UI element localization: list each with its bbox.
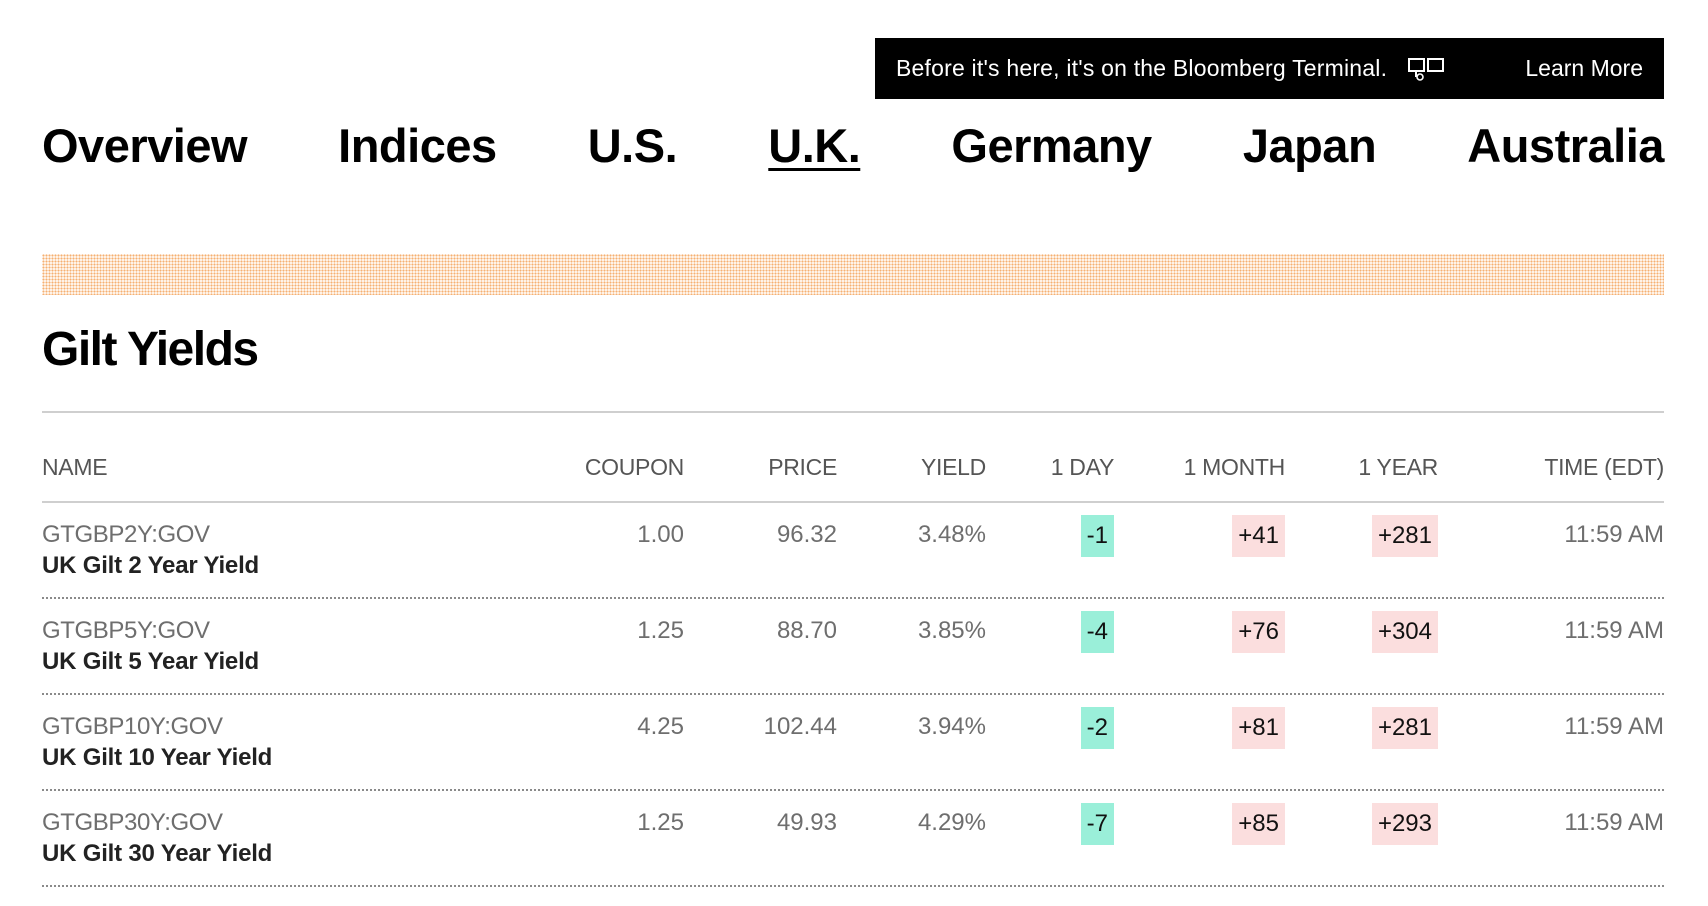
row-change-1-year: +281	[1371, 707, 1438, 749]
column-header-coupon: COUPON	[584, 454, 684, 480]
nav-item-japan[interactable]: Japan	[1242, 118, 1377, 172]
row-ticker[interactable]: GTGBP10Y:GOV	[42, 713, 223, 740]
nav-item-indices[interactable]: Indices	[338, 118, 497, 172]
column-header-1-month: 1 MONTH	[1183, 454, 1286, 480]
row-change-1-month: +85	[1232, 803, 1285, 845]
row-ticker[interactable]: GTGBP30Y:GOV	[42, 809, 223, 836]
row-price: 88.70	[776, 617, 837, 644]
row-change-1-month: +41	[1232, 515, 1285, 557]
nav-item-germany[interactable]: Germany	[951, 118, 1152, 172]
region-nav: Overview Indices U.S. U.K. Germany Japan…	[42, 113, 1664, 177]
learn-more-link[interactable]: Learn More	[1525, 55, 1643, 81]
table-header: NAME COUPON PRICE YIELD 1 DAY 1 MONTH 1 …	[42, 440, 1664, 503]
nav-item-uk[interactable]: U.K.	[768, 118, 861, 172]
column-header-price: PRICE	[768, 454, 837, 480]
row-security-name[interactable]: UK Gilt 5 Year Yield	[42, 648, 259, 675]
row-change-1-year: +304	[1371, 611, 1438, 653]
row-ticker[interactable]: GTGBP5Y:GOV	[42, 617, 210, 644]
banner-text: Before it's here, it's on the Bloomberg …	[896, 55, 1388, 81]
row-security-name[interactable]: UK Gilt 2 Year Yield	[42, 552, 259, 579]
row-coupon: 1.25	[637, 809, 684, 836]
row-change-1-day: -4	[1080, 611, 1114, 653]
gilt-yields-table: NAME COUPON PRICE YIELD 1 DAY 1 MONTH 1 …	[42, 440, 1664, 887]
row-yield: 3.94%	[917, 713, 986, 740]
row-time: 11:59 AM	[1564, 617, 1664, 644]
nav-item-us[interactable]: U.S.	[587, 118, 678, 172]
column-header-time: TIME (EDT)	[1544, 454, 1664, 480]
terminal-banner[interactable]: Before it's here, it's on the Bloomberg …	[875, 38, 1664, 99]
row-coupon: 1.25	[637, 617, 684, 644]
row-price: 96.32	[776, 521, 837, 548]
table-row[interactable]: GTGBP10Y:GOV UK Gilt 10 Year Yield 4.25 …	[42, 695, 1664, 791]
section-title: Gilt Yields	[42, 323, 259, 376]
row-change-1-month: +76	[1232, 611, 1285, 653]
nav-item-australia[interactable]: Australia	[1467, 118, 1664, 172]
row-change-1-day: -1	[1080, 515, 1114, 557]
column-header-yield: YIELD	[921, 454, 986, 480]
table-row[interactable]: GTGBP2Y:GOV UK Gilt 2 Year Yield 1.00 96…	[42, 503, 1664, 599]
row-yield: 3.85%	[917, 617, 986, 644]
row-change-1-year: +281	[1371, 515, 1438, 557]
table-row[interactable]: GTGBP30Y:GOV UK Gilt 30 Year Yield 1.25 …	[42, 791, 1664, 887]
nav-item-overview[interactable]: Overview	[42, 118, 248, 172]
row-change-1-day: -2	[1080, 707, 1114, 749]
row-price: 102.44	[763, 713, 837, 740]
row-yield: 3.48%	[917, 521, 986, 548]
section-divider	[42, 411, 1664, 413]
row-security-name[interactable]: UK Gilt 30 Year Yield	[42, 840, 273, 867]
row-security-name[interactable]: UK Gilt 10 Year Yield	[42, 744, 273, 771]
column-header-name: NAME	[42, 454, 108, 480]
row-time: 11:59 AM	[1564, 713, 1664, 740]
row-change-1-month: +81	[1232, 707, 1285, 749]
row-coupon: 4.25	[637, 713, 684, 740]
row-ticker[interactable]: GTGBP2Y:GOV	[42, 521, 210, 548]
row-time: 11:59 AM	[1564, 809, 1664, 836]
row-coupon: 1.00	[637, 521, 684, 548]
column-header-1-year: 1 YEAR	[1358, 454, 1438, 480]
row-time: 11:59 AM	[1564, 521, 1664, 548]
table-row[interactable]: GTGBP5Y:GOV UK Gilt 5 Year Yield 1.25 88…	[42, 599, 1664, 695]
row-price: 49.93	[776, 809, 837, 836]
column-header-1-day: 1 DAY	[1050, 454, 1115, 480]
terminal-icon	[1407, 56, 1447, 82]
row-yield: 4.29%	[917, 809, 986, 836]
row-change-1-day: -7	[1080, 803, 1114, 845]
decorative-dot-strip	[42, 254, 1664, 295]
row-change-1-year: +293	[1371, 803, 1438, 845]
